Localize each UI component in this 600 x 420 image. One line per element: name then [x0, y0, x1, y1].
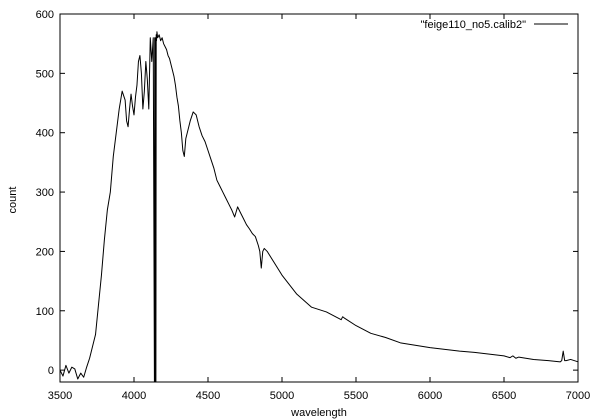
x-tick-label: 6500	[492, 390, 516, 402]
y-tick-label: 600	[36, 9, 54, 21]
x-axis-ticks: 3500 4000 4500 5000 5500 6000 6500 7000	[48, 14, 590, 402]
y-axis-ticks: 0 100 200 300 400 500 600	[36, 9, 578, 377]
plot-frame	[59, 13, 579, 383]
x-tick-label: 4500	[196, 390, 220, 402]
x-tick-label: 6000	[418, 390, 442, 402]
x-tick-label: 5000	[270, 390, 294, 402]
y-tick-label: 200	[36, 246, 54, 258]
x-tick-label: 5500	[344, 390, 368, 402]
x-tick-label: 7000	[566, 390, 590, 402]
series-group	[59, 31, 579, 383]
y-tick-label: 300	[36, 187, 54, 199]
x-tick-label: 4000	[122, 390, 146, 402]
series-line-0	[59, 31, 579, 383]
y-tick-label: 400	[36, 128, 54, 140]
x-axis-label: wavelength	[290, 407, 347, 419]
y-tick-label: 500	[36, 68, 54, 80]
y-tick-label: 100	[36, 306, 54, 318]
legend-label: "feige110_no5.calib2"	[421, 19, 527, 31]
y-tick-label: 0	[48, 365, 54, 377]
y-axis-label: count	[7, 187, 19, 214]
x-tick-label: 3500	[48, 390, 72, 402]
legend: "feige110_no5.calib2"	[421, 19, 568, 31]
